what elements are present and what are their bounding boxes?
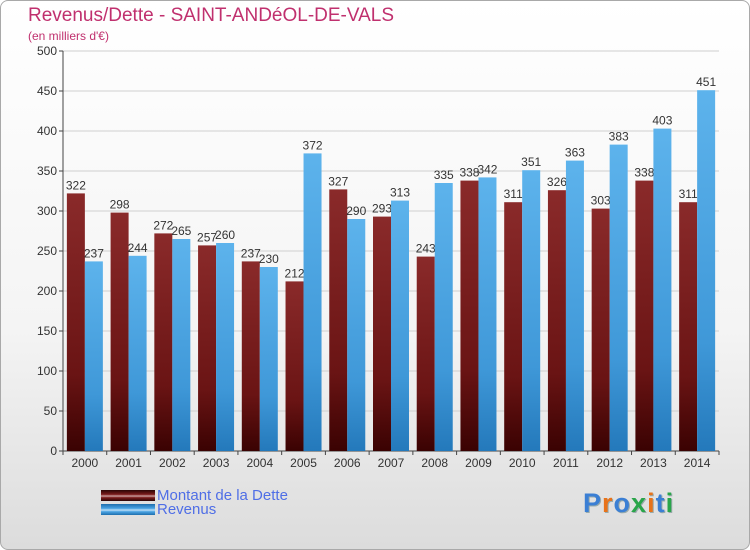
y-tick-label: 400 — [37, 124, 57, 138]
x-tick-label: 2009 — [465, 456, 492, 470]
chart-title: Revenus/Dette - SAINT-ANDéOL-DE-VALS — [28, 5, 395, 26]
bar-revenus — [478, 177, 497, 451]
y-tick-label: 100 — [37, 364, 57, 378]
bar-dette — [66, 193, 85, 451]
data-label: 313 — [390, 186, 410, 200]
x-tick-label: 2014 — [684, 456, 711, 470]
bar-revenus — [347, 219, 366, 451]
bar-revenus — [259, 267, 278, 451]
bar-revenus — [172, 239, 191, 451]
bar-dette — [679, 202, 698, 451]
x-tick-label: 2004 — [246, 456, 273, 470]
data-label: 338 — [459, 166, 479, 180]
data-label: 230 — [259, 252, 279, 266]
data-label: 257 — [197, 230, 217, 244]
bar-revenus — [653, 128, 672, 451]
data-label: 237 — [84, 246, 104, 260]
data-label: 311 — [679, 187, 698, 201]
x-tick-label: 2006 — [334, 456, 361, 470]
y-tick-label: 150 — [37, 324, 57, 338]
data-label: 342 — [477, 162, 497, 176]
x-tick-label: 2007 — [378, 456, 405, 470]
data-label: 298 — [110, 198, 130, 212]
x-tick-label: 2003 — [203, 456, 230, 470]
data-label: 372 — [303, 138, 323, 152]
data-label: 293 — [372, 202, 392, 216]
bar-revenus — [565, 160, 584, 451]
bar-revenus — [84, 261, 103, 451]
bar-dette — [198, 245, 217, 451]
x-tick-label: 2010 — [509, 456, 536, 470]
x-tick-label: 2001 — [115, 456, 142, 470]
data-label: 260 — [215, 228, 235, 242]
bar-dette — [416, 256, 435, 451]
data-label: 338 — [634, 166, 654, 180]
data-label: 244 — [128, 241, 148, 255]
y-tick-label: 200 — [37, 284, 57, 298]
x-tick-label: 2013 — [640, 456, 667, 470]
bar-dette — [329, 189, 348, 451]
legend-label-dette: Montant de la Dette — [157, 487, 288, 504]
legend-swatch-dette — [101, 490, 155, 501]
data-label: 327 — [328, 174, 348, 188]
bar-dette — [110, 212, 129, 451]
legend-label-revenus: Revenus — [157, 501, 217, 518]
bar-revenus — [303, 153, 322, 451]
x-tick-label: 2011 — [553, 456, 579, 470]
bar-dette — [591, 208, 610, 451]
bar-revenus — [391, 200, 409, 451]
legend-swatch-revenus — [101, 504, 155, 515]
bar-dette — [373, 216, 391, 451]
x-tick-label: 2012 — [596, 456, 623, 470]
data-label: 451 — [696, 75, 716, 89]
data-label: 351 — [521, 155, 541, 169]
data-label: 335 — [434, 168, 454, 182]
bar-revenus — [128, 255, 147, 451]
bar-dette — [460, 180, 479, 451]
y-tick-label: 250 — [37, 244, 57, 258]
chart-subtitle: (en milliers d'€) — [28, 29, 109, 43]
data-label: 326 — [547, 175, 567, 189]
y-tick-label: 450 — [37, 84, 57, 98]
bar-dette — [241, 261, 260, 451]
bar-dette — [635, 180, 654, 451]
y-tick-label: 300 — [37, 204, 57, 218]
data-label: 322 — [66, 178, 86, 192]
data-label: 237 — [241, 246, 261, 260]
data-label: 383 — [609, 130, 629, 144]
bar-revenus — [522, 170, 541, 451]
data-label: 363 — [565, 146, 585, 160]
data-label: 311 — [504, 187, 523, 201]
y-tick-label: 0 — [50, 444, 57, 458]
y-tick-label: 50 — [44, 404, 58, 418]
x-tick-label: 2008 — [421, 456, 448, 470]
data-label: 272 — [153, 218, 173, 232]
bar-revenus — [216, 243, 235, 451]
data-label: 403 — [652, 114, 672, 128]
data-label: 265 — [171, 224, 191, 238]
bar-revenus — [697, 90, 716, 451]
y-tick-label: 350 — [37, 164, 57, 178]
data-label: 243 — [416, 242, 436, 256]
bar-dette — [504, 202, 523, 451]
data-label: 290 — [346, 204, 366, 218]
data-label: 303 — [591, 194, 611, 208]
bar-dette — [285, 281, 304, 451]
bar-dette — [547, 190, 566, 451]
y-tick-label: 500 — [37, 44, 57, 58]
bar-dette — [154, 233, 173, 451]
bar-revenus — [434, 183, 453, 451]
bar-revenus — [609, 144, 628, 451]
x-tick-label: 2000 — [72, 456, 99, 470]
x-tick-label: 2002 — [159, 456, 186, 470]
x-tick-label: 2005 — [290, 456, 317, 470]
data-label: 212 — [285, 266, 305, 280]
proxiti-logo: Proxiti — [583, 488, 675, 518]
